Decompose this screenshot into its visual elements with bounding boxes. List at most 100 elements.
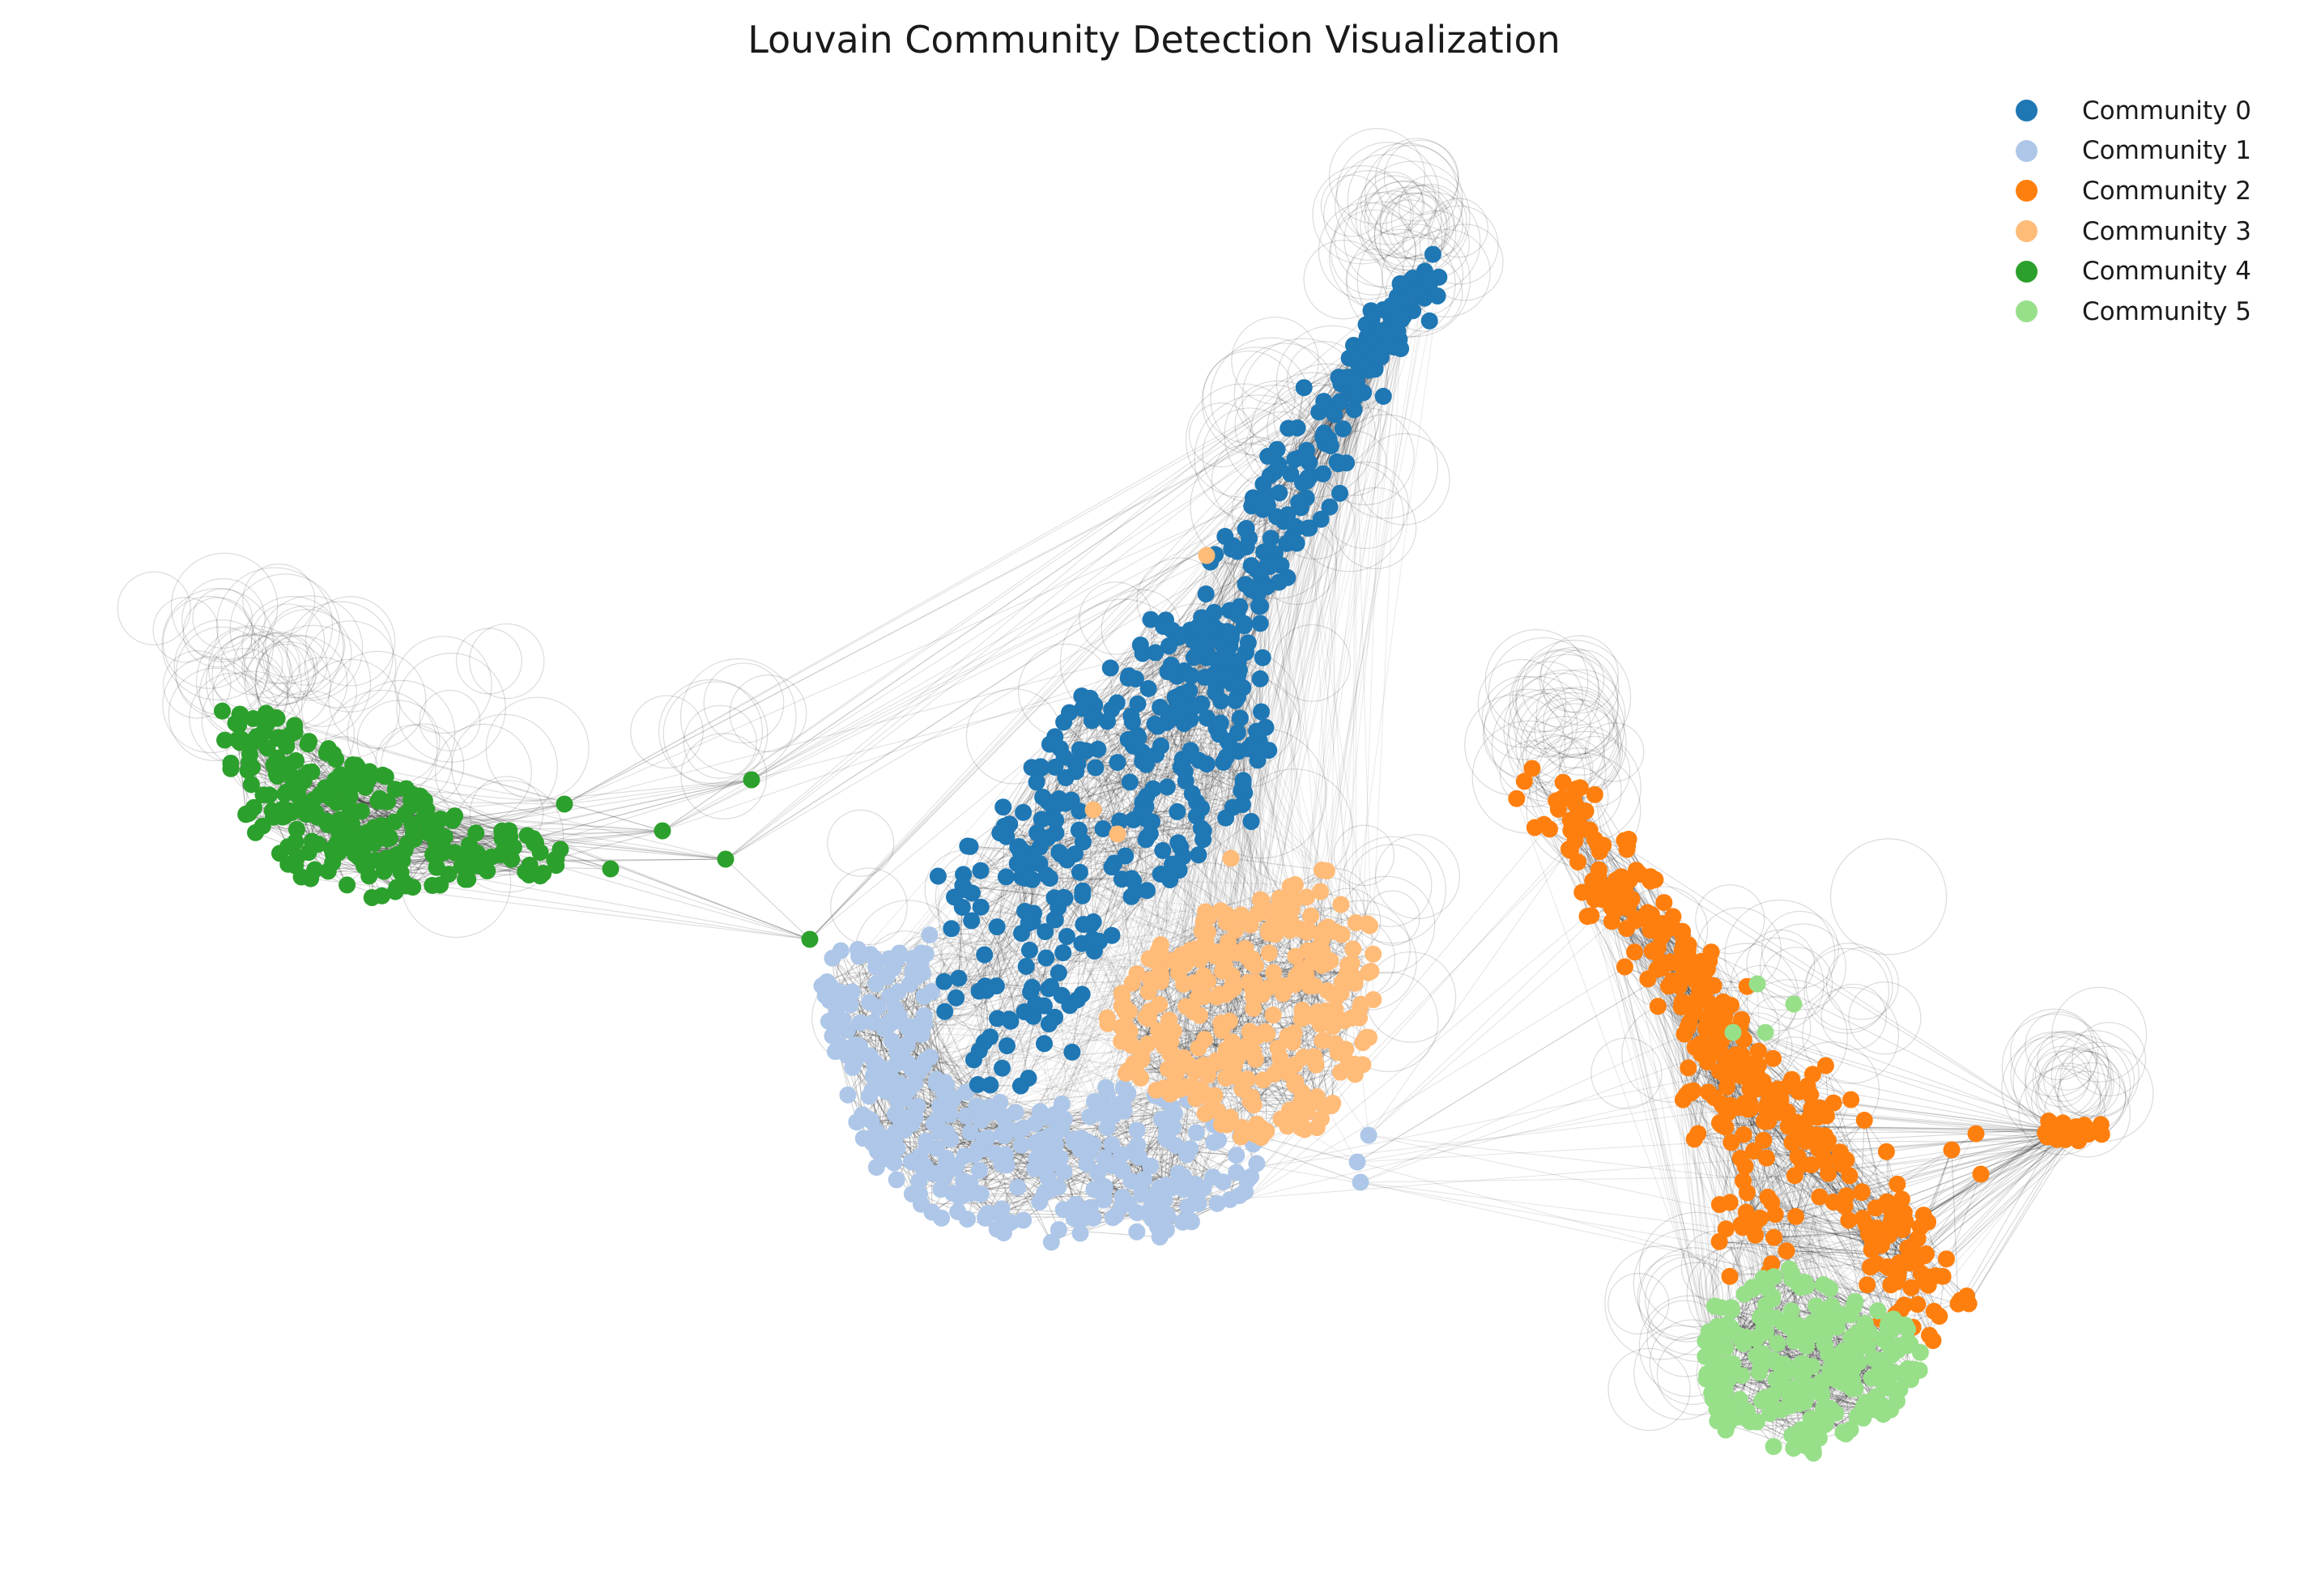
edge xyxy=(1017,704,1092,848)
self-loop xyxy=(1730,937,1825,1032)
self-loop xyxy=(304,596,396,687)
self-loop xyxy=(304,620,397,713)
edge xyxy=(1923,1127,2059,1216)
edge xyxy=(1030,849,1163,865)
self-loop xyxy=(266,634,328,696)
edge xyxy=(1203,764,1207,832)
edge xyxy=(1968,1137,2069,1304)
self-loop xyxy=(455,628,522,695)
edge xyxy=(1131,719,1191,879)
self-loop xyxy=(1018,643,1113,738)
self-loop xyxy=(1488,637,1600,750)
self-loop xyxy=(1335,487,1417,569)
self-loop xyxy=(630,695,704,769)
self-loop xyxy=(1185,383,1301,498)
edge xyxy=(1916,1121,2050,1262)
edge xyxy=(1147,656,1210,837)
self-loop xyxy=(1419,205,1499,285)
self-loop xyxy=(2059,1041,2136,1117)
edge xyxy=(1322,1041,1327,1107)
self-loop xyxy=(1803,947,1890,1034)
self-loop xyxy=(1402,228,1491,317)
edge xyxy=(984,955,991,1085)
edge xyxy=(1667,985,1699,1134)
self-loop xyxy=(1759,923,1846,1011)
self-loop xyxy=(1481,675,1566,760)
self-loop xyxy=(1805,943,1893,1031)
edge xyxy=(1074,761,1179,844)
edge xyxy=(995,828,1006,986)
edge xyxy=(1030,806,1147,855)
self-loop xyxy=(1356,223,1471,338)
self-loop xyxy=(1540,635,1619,714)
self-loop xyxy=(1323,170,1414,261)
edge xyxy=(977,1020,1011,1085)
edge xyxy=(1230,858,1322,871)
edge xyxy=(1025,866,1113,967)
self-loop xyxy=(1367,186,1448,267)
self-loop xyxy=(1484,675,1591,784)
edge xyxy=(1233,987,1292,1118)
self-loop xyxy=(469,623,545,700)
self-loop xyxy=(229,573,341,685)
edge xyxy=(1685,1094,1799,1157)
self-loop xyxy=(1584,722,1645,782)
self-loop xyxy=(1724,899,1836,1011)
edge xyxy=(249,813,296,843)
self-loop xyxy=(1477,658,1567,748)
self-loop xyxy=(1637,1253,1724,1341)
self-loop xyxy=(328,650,427,749)
self-loop xyxy=(1303,240,1383,320)
self-loop xyxy=(1348,844,1433,927)
self-loop xyxy=(1542,699,1620,776)
self-loop xyxy=(242,564,316,637)
edge xyxy=(1058,761,1183,799)
self-loop xyxy=(1590,1037,1663,1109)
edge xyxy=(556,830,663,859)
self-loop xyxy=(1513,692,1578,758)
edge xyxy=(1924,1136,2067,1257)
edge xyxy=(1039,760,1200,865)
self-loop xyxy=(2010,1008,2099,1097)
self-loop xyxy=(1825,947,1899,1020)
self-loop xyxy=(679,658,797,775)
edge xyxy=(1694,1138,1863,1193)
self-loop xyxy=(658,679,764,784)
self-loop xyxy=(207,627,291,710)
self-loop xyxy=(1059,598,1186,726)
self-loop xyxy=(1357,432,1450,526)
self-loop xyxy=(1322,430,1387,496)
edge xyxy=(1920,1173,1982,1256)
edge xyxy=(978,897,1055,1051)
self-loop xyxy=(1339,836,1446,944)
self-loop xyxy=(1328,128,1425,225)
self-loop xyxy=(419,689,481,751)
self-loop xyxy=(1273,624,1351,702)
edge xyxy=(424,800,505,851)
edge xyxy=(996,871,1080,928)
self-loop xyxy=(2043,1047,2110,1113)
edge xyxy=(310,878,811,940)
self-loop xyxy=(286,601,394,709)
self-loop xyxy=(2037,1030,2097,1091)
edge xyxy=(1085,751,1094,922)
self-loop xyxy=(1347,143,1463,259)
edge xyxy=(1927,1136,2048,1223)
self-loop xyxy=(1633,1228,1744,1339)
self-loop xyxy=(262,609,352,699)
edge xyxy=(1966,1128,2072,1296)
self-loop xyxy=(1360,180,1450,270)
self-loop xyxy=(683,704,757,779)
self-loop xyxy=(1429,198,1488,258)
edge xyxy=(1021,708,1084,867)
self-loop xyxy=(2054,1051,2121,1117)
self-loop xyxy=(703,662,785,744)
self-loop xyxy=(1335,142,1440,245)
edge xyxy=(1960,1131,2058,1301)
self-loop xyxy=(1746,929,1816,998)
edge xyxy=(1199,992,1342,1016)
self-loop xyxy=(1385,254,1463,332)
edge xyxy=(1910,1122,2063,1248)
edge xyxy=(1743,1134,1892,1222)
self-loop xyxy=(1499,740,1567,807)
